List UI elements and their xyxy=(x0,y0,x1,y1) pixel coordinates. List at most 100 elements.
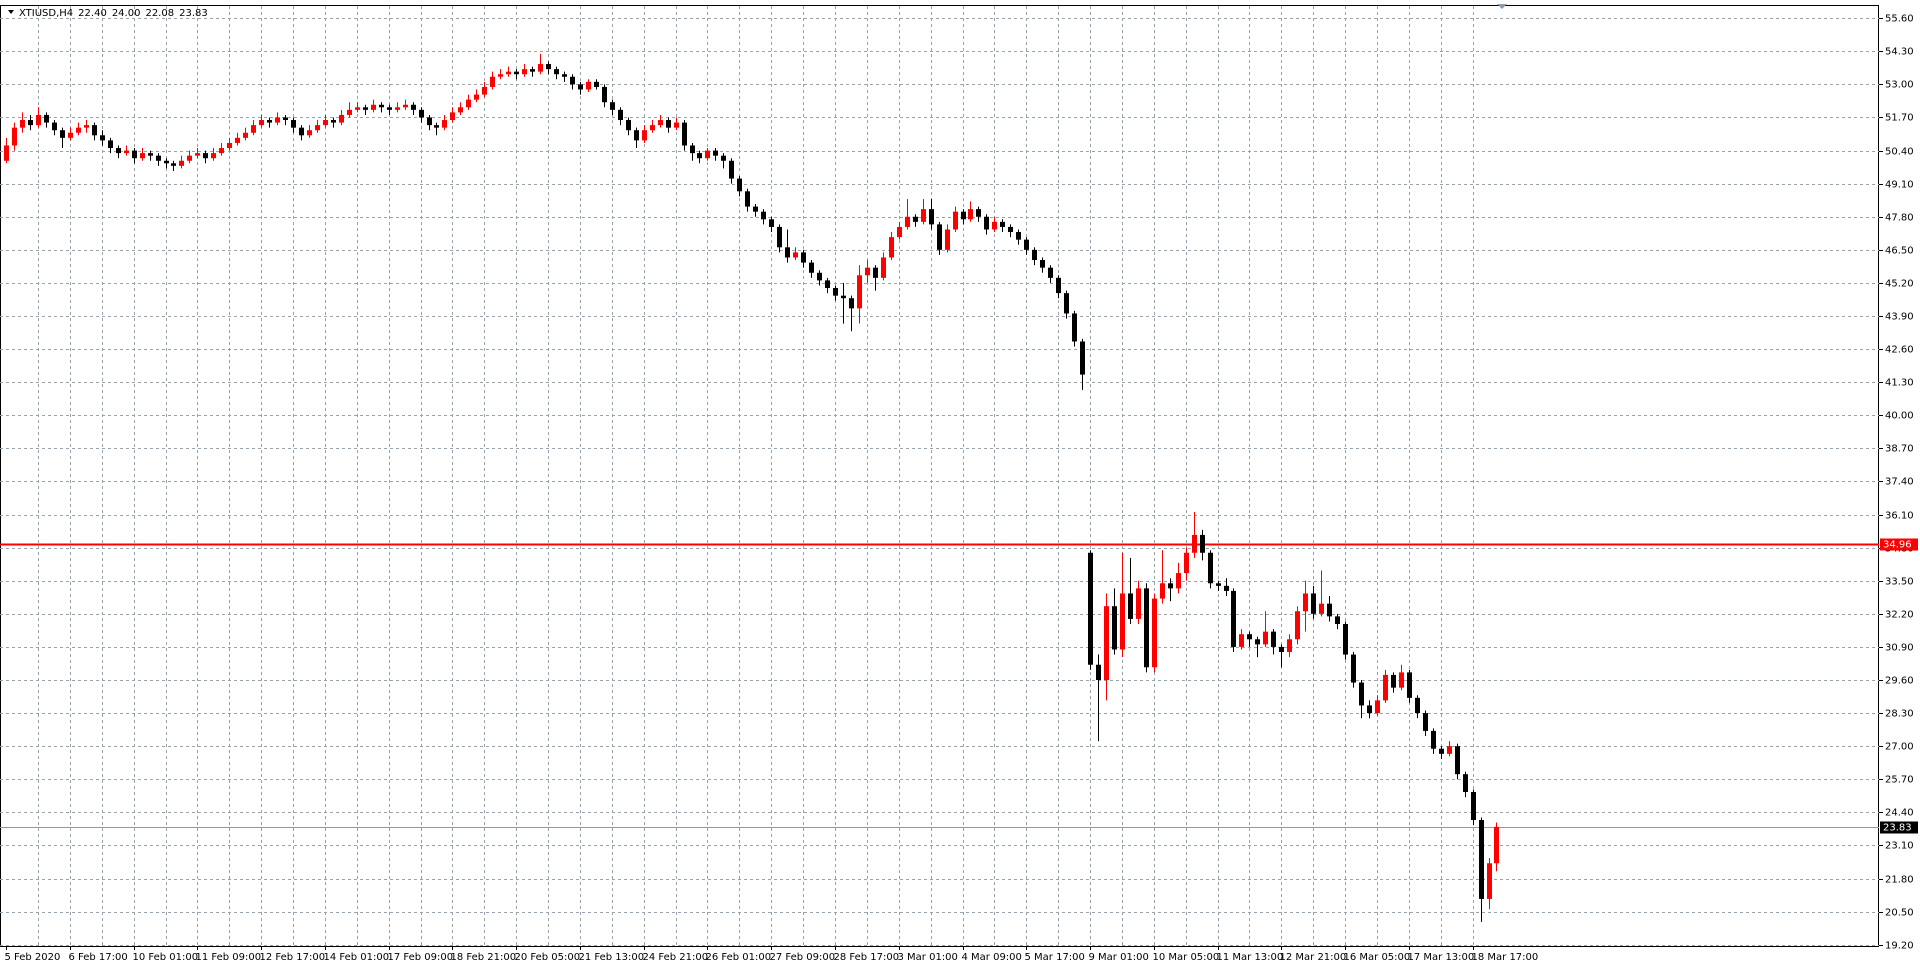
candle-body xyxy=(1295,611,1300,640)
candle-body xyxy=(1120,593,1125,650)
candle-body xyxy=(1423,713,1428,731)
y-tick-label: 55.60 xyxy=(1885,14,1914,25)
candle-body xyxy=(1016,232,1021,240)
candle-body xyxy=(650,125,655,131)
candle-body xyxy=(610,102,615,110)
candle-body xyxy=(1200,534,1205,553)
candle-body xyxy=(355,107,360,110)
candle-body xyxy=(1144,588,1149,668)
candle-body xyxy=(690,145,695,154)
candle-body xyxy=(984,216,989,230)
candle-body xyxy=(60,130,65,138)
candle-body xyxy=(195,153,200,156)
y-tick-label: 38.70 xyxy=(1885,444,1914,455)
candle-body xyxy=(602,86,607,103)
candle-body xyxy=(1160,583,1165,599)
candle-body xyxy=(921,209,926,222)
candle-body xyxy=(1192,534,1197,553)
y-tick-label: 40.00 xyxy=(1885,411,1914,422)
candle-body xyxy=(809,262,814,273)
candle-body xyxy=(219,148,224,154)
candle-body xyxy=(315,125,320,131)
candle-body xyxy=(243,132,248,138)
candle-body xyxy=(148,153,153,156)
candle-body xyxy=(403,104,408,108)
candle-body xyxy=(339,114,344,123)
candle-body xyxy=(937,224,942,250)
candle-body xyxy=(267,120,272,123)
candle-body xyxy=(52,122,57,131)
candle-body xyxy=(1064,293,1069,314)
candle-body xyxy=(1327,603,1332,617)
candle-body xyxy=(132,150,137,159)
candle-body xyxy=(164,160,169,164)
y-tick-label: 37.40 xyxy=(1885,477,1914,488)
candle-body xyxy=(1239,634,1244,647)
candle-body xyxy=(817,272,822,281)
candle-body xyxy=(514,71,519,75)
candle-body xyxy=(905,216,910,227)
candle-body xyxy=(953,211,958,230)
candle-body xyxy=(881,257,886,278)
candle-body xyxy=(729,160,734,179)
candle-body xyxy=(140,153,145,159)
candle-body xyxy=(889,237,894,258)
candle-body xyxy=(961,211,966,220)
candle-body xyxy=(108,140,113,149)
candle-body xyxy=(1088,552,1093,665)
x-tick-label: 11 Feb 09:00 xyxy=(196,952,262,963)
candle-body xyxy=(28,120,33,126)
candle-body xyxy=(387,107,392,110)
candle-body xyxy=(586,81,591,90)
candle-body xyxy=(259,120,264,126)
candle-body xyxy=(1255,639,1260,645)
candle-body xyxy=(1263,631,1268,645)
ohlc-value: 24.00 xyxy=(112,8,141,19)
candle-body xyxy=(793,252,798,258)
ohlc-value: 23.83 xyxy=(179,8,208,19)
candle-body xyxy=(658,120,663,126)
candle-body xyxy=(419,109,424,118)
candle-body xyxy=(682,122,687,146)
candle-body xyxy=(442,120,447,128)
y-tick-label: 23.10 xyxy=(1885,841,1914,852)
candle-body xyxy=(976,209,981,217)
candle-body xyxy=(1439,748,1444,754)
x-tick-label: 5 Mar 17:00 xyxy=(1025,952,1085,963)
candle-body xyxy=(283,117,288,121)
title-arrow xyxy=(8,10,14,14)
candle-body xyxy=(1399,672,1404,688)
x-tick-label: 28 Feb 17:00 xyxy=(834,952,900,963)
y-tick-label: 50.40 xyxy=(1885,147,1914,158)
candle-body xyxy=(1216,583,1221,586)
candle-body xyxy=(116,148,121,154)
candle-body xyxy=(1311,593,1316,614)
candle-body xyxy=(968,209,973,220)
symbol: XTIUSD,H4 xyxy=(19,8,73,19)
candle-body xyxy=(299,127,304,136)
candle-body xyxy=(20,120,25,128)
candle-body xyxy=(323,120,328,126)
y-tick-label: 32.20 xyxy=(1885,610,1914,621)
candle-body xyxy=(1494,826,1499,864)
candle-body xyxy=(753,206,758,212)
candle-body xyxy=(347,109,352,115)
candle-body xyxy=(474,94,479,100)
candles xyxy=(4,53,1499,922)
candle-body xyxy=(785,247,790,258)
y-tick-label: 30.90 xyxy=(1885,643,1914,654)
candle-body xyxy=(427,117,432,126)
ohlc-value: 22.08 xyxy=(145,8,174,19)
candle-body xyxy=(411,104,416,110)
candle-body xyxy=(1096,664,1101,681)
y-tick-label: 24.40 xyxy=(1885,808,1914,819)
candle-body xyxy=(12,127,17,146)
x-tick-label: 14 Feb 01:00 xyxy=(324,952,390,963)
candle-body xyxy=(825,280,830,289)
ohlc-value: 22.40 xyxy=(78,8,107,19)
candle-body xyxy=(1104,606,1109,681)
candle-body xyxy=(897,226,902,238)
candle-body xyxy=(1208,552,1213,584)
candle-body xyxy=(1279,646,1284,653)
